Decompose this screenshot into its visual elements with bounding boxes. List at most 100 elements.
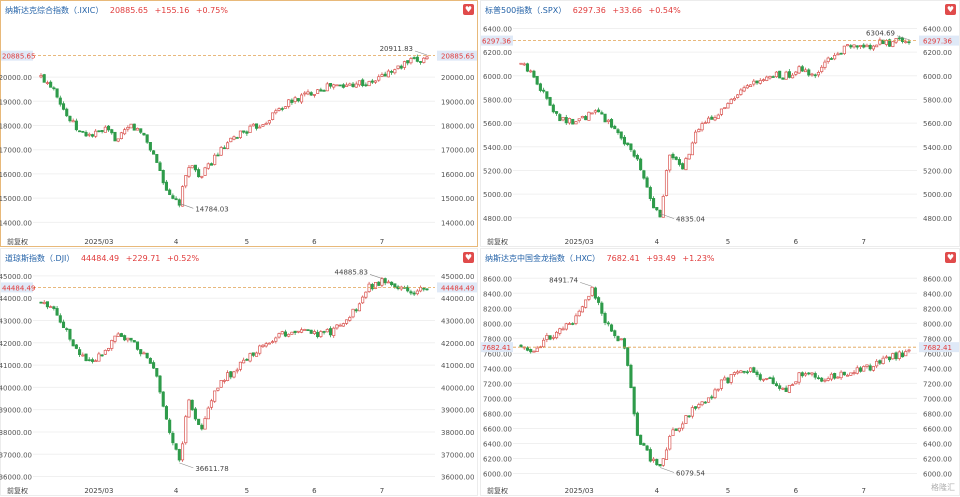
candle-body [293, 330, 297, 333]
candle-body [200, 424, 204, 430]
y-tick-label-right: 37000.00 [441, 451, 474, 459]
x-month-label: 2025/03 [565, 238, 594, 246]
candle-body [774, 383, 778, 387]
candle-body [94, 360, 98, 363]
candle-body [597, 297, 601, 303]
candle-body [674, 428, 678, 431]
candle-body [300, 94, 304, 103]
candle-body [561, 328, 565, 331]
candle-body [190, 399, 194, 411]
y-tick-label-left: 7400.00 [483, 365, 512, 373]
favorite-heart-icon[interactable]: ♥ [463, 4, 474, 15]
panel-header: 纳斯达克综合指数（.IXIC） 20885.65 +155.16 +0.75% [5, 5, 228, 16]
y-tick-label-left: 7800.00 [483, 335, 512, 343]
candle-body [399, 286, 403, 290]
adjust-label: 前复权 [487, 237, 508, 246]
candle-body [322, 331, 326, 333]
candle-body [897, 351, 901, 359]
candle-body [538, 83, 542, 91]
candle-body [868, 365, 872, 371]
candle-body [587, 295, 591, 300]
panel-dji[interactable]: 道琼斯指数（.DJI） 44484.49 +229.71 +0.52% ♥ 36… [0, 248, 478, 496]
candle-body [888, 356, 892, 361]
panel-hxc[interactable]: 纳斯达克中国金龙指数（.HXC） 7682.41 +93.49 +1.23% ♥… [480, 248, 960, 496]
candle-body [584, 299, 588, 308]
x-month-label: 4 [655, 238, 660, 246]
favorite-heart-icon[interactable]: ♥ [945, 252, 956, 263]
candle-body [264, 122, 268, 125]
candle-body [319, 89, 323, 92]
candle-body [300, 329, 304, 333]
candle-body [222, 147, 226, 150]
panel-spx[interactable]: 标普500指数（.SPX） 6297.36 +33.66 +0.54% ♥ 48… [480, 0, 960, 247]
candle-body [238, 361, 242, 370]
high-leader [580, 282, 593, 287]
candle-body [197, 169, 201, 178]
candle-body [290, 331, 294, 335]
index-pct: +0.52% [166, 254, 200, 263]
candle-body [577, 310, 581, 317]
candle-body [357, 303, 362, 312]
candle-body [373, 281, 378, 289]
candle-body [84, 132, 88, 137]
y-tick-label-right: 8000.00 [923, 320, 952, 328]
candle-body [846, 374, 850, 377]
candle-body [577, 118, 581, 122]
candle-body [309, 329, 313, 334]
y-tick-label-left: 7600.00 [483, 350, 512, 358]
index-pct: +0.54% [648, 6, 681, 15]
x-month-label: 6 [794, 238, 799, 246]
candle-body [412, 292, 416, 295]
candle-body [519, 62, 523, 65]
y-tick-label-left: 43000.00 [0, 318, 32, 326]
candle-body [126, 127, 130, 130]
y-tick-label-left: 14000.00 [0, 219, 32, 227]
candle-body [758, 80, 762, 84]
y-tick-label-left: 42000.00 [0, 340, 32, 348]
candle-body [603, 313, 607, 323]
candle-body [703, 401, 707, 404]
candle-body [222, 380, 226, 382]
candle-body [888, 39, 892, 47]
candle-body [522, 63, 526, 66]
y-tick-label-left: 5600.00 [483, 120, 512, 128]
y-tick-label-left: 44000.00 [0, 295, 32, 303]
candle-body [145, 134, 149, 143]
y-tick-label-left: 15000.00 [0, 195, 32, 203]
candle-body [713, 117, 717, 121]
candle-body [839, 52, 843, 55]
candle-body [187, 167, 191, 177]
candle-body [622, 338, 627, 349]
candle-body [626, 347, 630, 366]
candle-body [687, 415, 691, 418]
favorite-heart-icon[interactable]: ♥ [463, 252, 474, 263]
candle-body [849, 372, 853, 376]
candle-body [116, 333, 120, 337]
candle-body [168, 419, 172, 433]
y-tick-label-left: 4800.00 [483, 215, 512, 223]
panel-ixic[interactable]: 纳斯达克综合指数（.IXIC） 20885.65 +155.16 +0.75% … [0, 0, 478, 247]
y-tick-label-left: 36000.00 [0, 474, 32, 482]
candle-body [235, 137, 239, 139]
candle-body [713, 389, 717, 399]
candle-body [571, 118, 575, 125]
candle-body [829, 58, 833, 60]
y-tick-label-right: 45000.00 [441, 273, 474, 281]
x-month-label: 2025/03 [565, 487, 594, 495]
candle-body [81, 354, 85, 357]
candle-body [338, 84, 342, 87]
panel-header: 纳斯达克中国金龙指数（.HXC） 7682.41 +93.49 +1.23% [485, 253, 715, 264]
candle-body [386, 70, 390, 78]
y-tick-label-right: 14000.00 [441, 219, 474, 227]
candle-body [774, 71, 778, 78]
candle-body [377, 281, 381, 286]
y-tick-label-left: 16000.00 [0, 171, 32, 179]
candle-body [622, 136, 627, 145]
candle-body [168, 189, 172, 195]
candle-body [787, 71, 791, 78]
candle-body [878, 39, 882, 45]
favorite-heart-icon[interactable]: ♥ [945, 4, 956, 15]
candle-body [826, 378, 830, 381]
panel-header: 标普500指数（.SPX） 6297.36 +33.66 +0.54% [485, 5, 681, 16]
candle-body [425, 288, 429, 291]
